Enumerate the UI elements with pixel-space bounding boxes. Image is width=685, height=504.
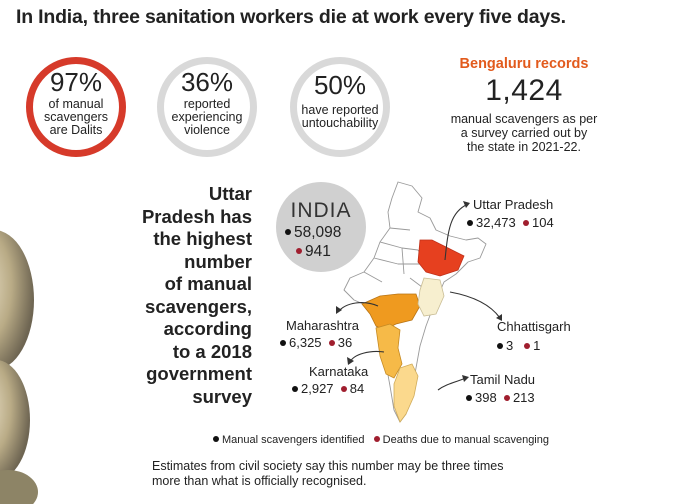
- identified-dot-icon: [466, 394, 472, 401]
- map-legend: Manual scavengers identified Deaths due …: [213, 434, 549, 446]
- footnote-line: more than what is officially recognised.: [152, 474, 367, 488]
- legend-identified: Manual scavengers identified: [222, 434, 365, 446]
- state-deaths: 1: [533, 338, 541, 353]
- up-statement-line: to a 2018: [172, 340, 252, 362]
- bengaluru-heading: Bengaluru records: [459, 56, 589, 72]
- state-label-karnataka: Karnataka: [309, 364, 369, 379]
- india-map: [343, 181, 487, 423]
- up-statement: Uttar Pradesh has the highest number of …: [128, 183, 252, 408]
- up-statement-line: the highest: [153, 228, 252, 249]
- up-statement-line: number: [184, 250, 252, 272]
- up-statement-line: according: [163, 318, 252, 339]
- deaths-dot-icon: [296, 247, 302, 254]
- legend-deaths: Deaths due to manual scavenging: [382, 434, 549, 446]
- arrow-karnataka: [349, 350, 385, 363]
- stat-desc-line: have reported: [301, 103, 379, 117]
- stat-value: 97%: [49, 67, 103, 97]
- up-statement-line: Uttar: [208, 183, 252, 204]
- identified-dot-icon: [497, 342, 503, 349]
- map-state-uttar-pradesh: [417, 239, 465, 277]
- state-deaths: 36: [337, 335, 353, 350]
- stat-desc-line: violence: [184, 123, 230, 137]
- state-values-tamil-nadu: 398 213: [466, 390, 535, 405]
- up-statement-line: of manual: [164, 273, 252, 294]
- stat-value: 50%: [313, 70, 367, 100]
- state-identified: 6,325: [289, 335, 322, 350]
- state-identified: 32,473: [476, 215, 516, 230]
- map-state-chhattisgarh: [417, 277, 445, 317]
- identified-dot-icon: [467, 219, 473, 226]
- stat-desc-line: are Dalits: [49, 123, 103, 137]
- up-statement-line: scavengers,: [145, 295, 252, 317]
- map-state-maharashtra: [361, 293, 421, 331]
- arrow-maharashtra: [337, 302, 379, 313]
- bengaluru-count: 1,424: [485, 74, 563, 107]
- bengaluru-desc-line: a survey carried out by: [460, 126, 588, 140]
- footnote: Estimates from civil society say this nu…: [152, 459, 504, 489]
- up-statement-line: survey: [192, 385, 252, 407]
- coin-photo-decoration: [0, 230, 38, 504]
- map-state-karnataka: [375, 323, 403, 379]
- deaths-dot-icon: [373, 436, 380, 443]
- state-label-uttar-pradesh: Uttar Pradesh: [473, 197, 554, 212]
- arrow-chhattisgarh: [449, 291, 501, 319]
- bengaluru-description: manual scavengers as per a survey carrie…: [432, 112, 616, 154]
- state-identified: 2,927: [301, 381, 334, 396]
- state-identified: 3: [506, 338, 514, 353]
- arrow-tamil-nadu: [437, 377, 467, 391]
- headline: In India, three sanitation workers die a…: [16, 6, 566, 28]
- stat-ring-untouchability: 50% have reported untouchability: [290, 57, 390, 157]
- bengaluru-desc-line: the state in 2021-22.: [467, 140, 581, 154]
- bengaluru-desc-line: manual scavengers as per: [450, 112, 598, 126]
- india-total-badge: [276, 182, 366, 272]
- map-state-tamil-nadu: [393, 363, 419, 423]
- stat-value: 36%: [180, 67, 234, 97]
- state-label-tamil-nadu: Tamil Nadu: [470, 372, 536, 387]
- state-deaths: 84: [349, 381, 365, 396]
- deaths-dot-icon: [328, 339, 335, 346]
- stat-ring-dalits: 97% of manual scavengers are Dalits: [26, 57, 126, 157]
- up-statement-line: Pradesh has: [141, 205, 252, 227]
- state-deaths: 104: [532, 215, 554, 230]
- stat-ring-violence: 36% reported experiencing violence: [157, 57, 257, 157]
- deaths-dot-icon: [340, 385, 347, 392]
- india-deaths-value: 941: [305, 243, 331, 260]
- deaths-dot-icon: [524, 342, 531, 349]
- footnote-line: Estimates from civil society say this nu…: [152, 459, 504, 473]
- india-label: INDIA: [290, 199, 352, 222]
- stat-desc-line: scavengers: [44, 110, 108, 124]
- state-values-maharashtra: 6,325 36: [280, 335, 352, 350]
- state-label-chhattisgarh: Chhattisgarh: [497, 319, 571, 334]
- state-deaths: 213: [512, 390, 535, 405]
- identified-dot-icon: [280, 339, 286, 346]
- arrow-uttar-pradesh: [444, 203, 469, 261]
- stat-desc-line: reported: [183, 97, 231, 111]
- deaths-dot-icon: [523, 219, 529, 226]
- state-identified: 398: [475, 390, 497, 405]
- state-values-chhattisgarh: 3 1: [497, 338, 540, 353]
- india-deaths: 941: [296, 243, 331, 261]
- stat-desc-line: untouchability: [301, 116, 379, 130]
- india-identified-value: 58,098: [294, 224, 342, 241]
- identified-dot-icon: [285, 228, 291, 235]
- stat-desc-line: experiencing: [171, 110, 243, 124]
- identified-dot-icon: [213, 436, 219, 443]
- stat-desc-line: of manual: [48, 97, 104, 111]
- identified-dot-icon: [292, 385, 298, 392]
- state-label-maharashtra: Maharashtra: [286, 318, 359, 333]
- india-identified: 58,098: [285, 224, 341, 242]
- state-values-uttar-pradesh: 32,473 104: [467, 215, 554, 230]
- state-values-karnataka: 2,927 84: [292, 381, 364, 396]
- deaths-dot-icon: [503, 394, 510, 401]
- up-statement-line: government: [146, 363, 252, 384]
